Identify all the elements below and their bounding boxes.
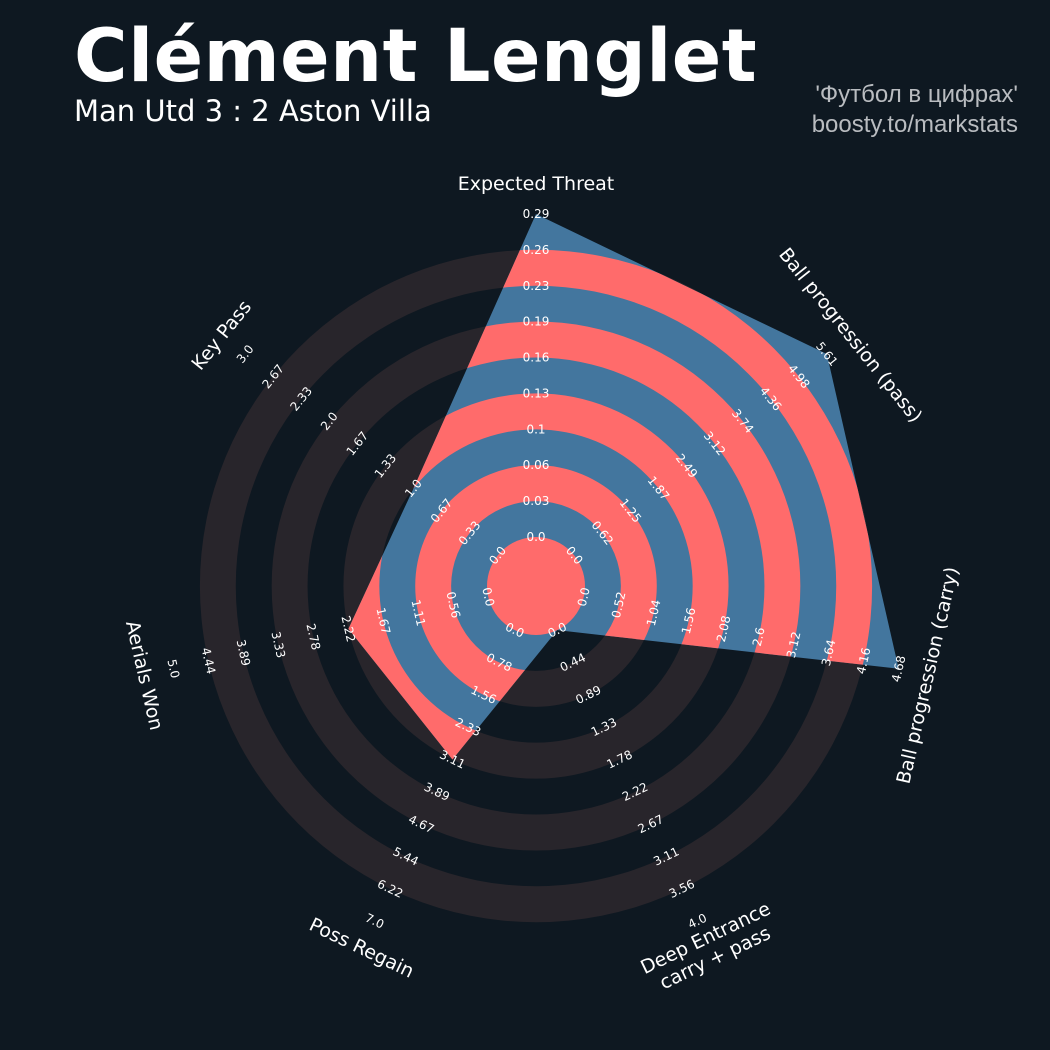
tick-label: 4.44: [199, 646, 219, 675]
chart-subtitle: Man Utd 3 : 2 Aston Villa: [74, 94, 432, 128]
tick-label: 0.19: [523, 315, 550, 329]
tick-label: 1.67: [373, 606, 393, 635]
tick-label: 2.6: [750, 626, 768, 648]
tick-label: 0.16: [523, 351, 550, 365]
tick-label: 2.08: [714, 614, 734, 643]
tick-label: 0.06: [523, 458, 550, 472]
axis-label-line: Poss Regain: [306, 914, 418, 983]
tick-label: 0.03: [523, 494, 550, 508]
tick-label: 0.13: [523, 386, 550, 400]
tick-label: 0.0: [479, 586, 497, 608]
credit-line-2: boosty.to/markstats: [811, 111, 1018, 138]
tick-label: 3.64: [819, 638, 839, 667]
tick-label: 3.33: [268, 630, 288, 659]
tick-label: 0.0: [575, 586, 593, 608]
axis-label: Aerials Won: [121, 619, 167, 733]
tick-label: 4.68: [889, 654, 909, 683]
tick-label: 0.52: [609, 590, 629, 619]
axis-label: Deep Entrancecarry + pass: [637, 898, 783, 999]
axis-label: Poss Regain: [306, 914, 418, 983]
tick-label: 0.26: [523, 243, 550, 257]
tick-label: 3.12: [784, 630, 804, 659]
tick-label: 3.89: [234, 638, 254, 667]
tick-label: 0.1: [526, 422, 545, 436]
tick-label: 0.29: [523, 207, 550, 221]
axis-label-line: Expected Threat: [458, 173, 615, 195]
tick-label: 1.04: [644, 598, 664, 627]
axis-label-line: Aerials Won: [121, 619, 167, 733]
tick-label: 2.22: [338, 614, 358, 643]
tick-label: 0.0: [526, 530, 545, 544]
tick-label: 0.56: [443, 590, 463, 619]
tick-label: 1.56: [679, 606, 699, 635]
polygon-band-center: [487, 537, 585, 635]
credit-line-1: 'Футбол в цифрах': [815, 81, 1018, 108]
tick-label: 2.78: [303, 622, 323, 651]
tick-label: 0.23: [523, 279, 550, 293]
axis-label: Expected Threat: [458, 173, 615, 195]
credit-block: 'Футбол в цифрах' boosty.to/markstats: [812, 80, 1018, 140]
tick-label: 5.0: [164, 658, 182, 680]
tick-label: 7.0: [363, 911, 386, 932]
tick-label: 4.16: [854, 646, 874, 675]
chart-title: Clément Lenglet: [74, 14, 758, 99]
tick-label: 3.0: [234, 342, 257, 366]
tick-label: 1.11: [408, 598, 428, 627]
